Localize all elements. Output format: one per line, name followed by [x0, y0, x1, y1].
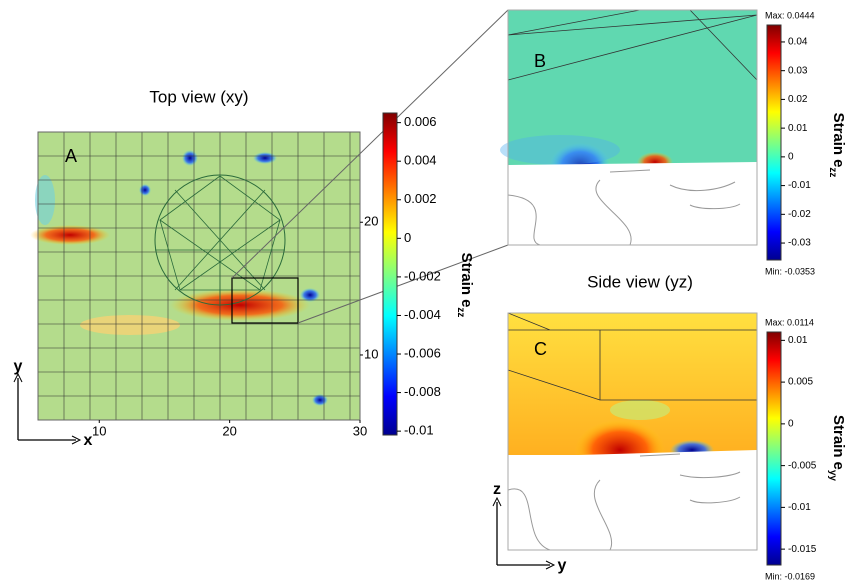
x-tick-label: 20 [222, 423, 236, 438]
label-part: zz [455, 307, 466, 317]
colorbar-label: Strain ezz [827, 113, 847, 178]
colorbar-max: Max: 0.0444 [765, 10, 815, 20]
y-tick-label: 10 [364, 346, 378, 361]
colorbar-tick-label: -0.01 [788, 180, 811, 191]
panel-c: C z y [493, 313, 757, 574]
colorbar-tick-label: 0 [404, 230, 411, 245]
x-tick-label: 10 [92, 423, 106, 438]
colorbar [767, 25, 781, 260]
colorbar [383, 113, 397, 435]
colorbar-tick-label: -0.02 [788, 209, 811, 220]
colorbar-label: Strain ezz [455, 253, 475, 318]
panel-label: A [65, 146, 77, 166]
axis-label: z [493, 481, 501, 498]
panel-label: C [534, 339, 547, 359]
colorbar-tick-label: 0.04 [788, 37, 808, 48]
colorbar-min: Min: -0.0169 [765, 571, 815, 581]
colorbar-tick-label: 0.002 [404, 191, 437, 206]
colorbar-min: Min: -0.0353 [765, 266, 815, 276]
label-part: e [830, 462, 847, 470]
colorbar-tick-label: -0.002 [404, 268, 441, 283]
colorbar-tick-label: -0.004 [404, 307, 441, 322]
colorbar-tick-label: 0.01 [788, 335, 808, 346]
colorbar-tick-label: 0.02 [788, 94, 808, 105]
colorbar-tick-label: 0.006 [404, 114, 437, 129]
colorbar [767, 332, 781, 565]
label-part: Strain [830, 113, 847, 156]
panel-title: Top view (xy) [149, 87, 248, 106]
axis-label: y [14, 358, 23, 375]
colorbar-label: Strain eyy [827, 415, 847, 481]
colorbar-tick-label: 0.004 [404, 153, 437, 168]
panel-title: Side view (yz) [587, 272, 693, 291]
colorbar-tick-label: -0.008 [404, 384, 441, 399]
label-part: e [830, 159, 847, 167]
axis-label: y [558, 557, 567, 574]
label-part: Strain [830, 415, 847, 458]
label-part: zz [827, 167, 838, 177]
colorbar-tick-label: 0 [788, 419, 794, 430]
colorbar-tick-label: -0.006 [404, 345, 441, 360]
label-part: yy [827, 470, 838, 482]
colorbar-tick-label: -0.01 [404, 423, 434, 438]
colorbar-tick-label: -0.015 [788, 544, 817, 555]
panel-b: B [500, 10, 757, 245]
x-tick-label: 30 [353, 423, 367, 438]
panel-label: B [534, 51, 546, 71]
label-part: Strain [458, 253, 475, 296]
label-part: e [458, 299, 475, 307]
colorbar-max: Max: 0.0114 [765, 317, 814, 327]
colorbar-tick-label: 0.01 [788, 123, 808, 134]
colorbar-tick-label: 0.03 [788, 65, 808, 76]
colorbar-tick-label: 0.005 [788, 377, 813, 388]
colorbar-tick-label: 0 [788, 152, 794, 163]
colorbar-tick-label: -0.03 [788, 238, 811, 249]
figure: A Top view (xy) y x B Side view (yz) C z… [0, 0, 847, 583]
y-tick-label: 20 [364, 214, 378, 229]
colorbar-tick-label: -0.005 [788, 460, 817, 471]
colorbar-tick-label: -0.01 [788, 502, 811, 513]
